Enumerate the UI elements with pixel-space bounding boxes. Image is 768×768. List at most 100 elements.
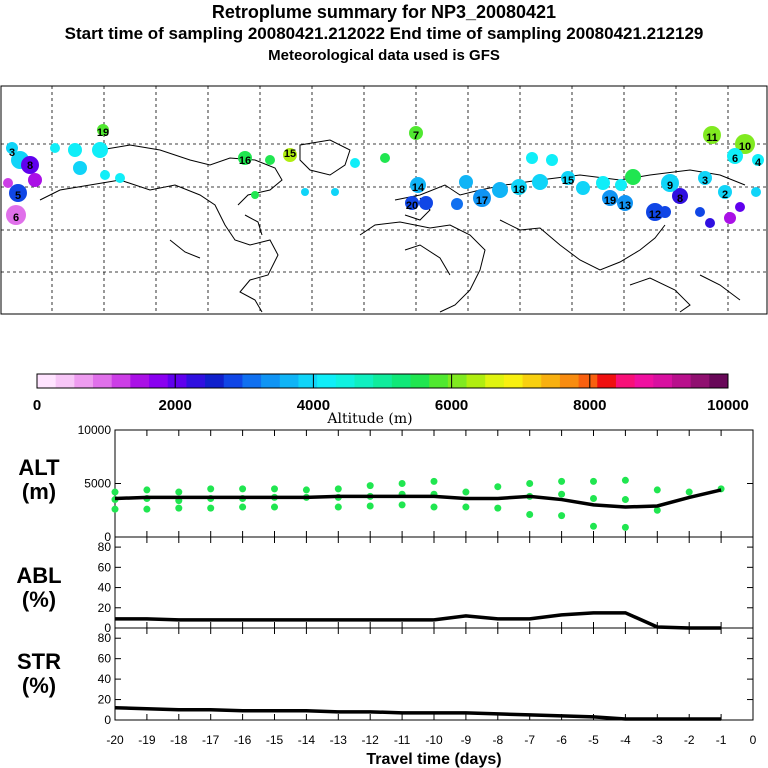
str-axis-label: STR (%)	[4, 650, 74, 698]
colorbar-axis-label: Altitude (m)	[326, 411, 412, 427]
colorbar-swatch	[279, 374, 299, 388]
altitude-sample-point	[398, 501, 406, 509]
x-tick-label: -6	[556, 733, 567, 747]
x-tick-label: -11	[394, 733, 411, 747]
colorbar-swatch	[242, 374, 262, 388]
coastline	[169, 239, 201, 259]
y-tick-label: 20	[98, 693, 112, 707]
colorbar-tick-label: 2000	[159, 397, 192, 414]
plume-marker	[405, 196, 419, 210]
plume-marker	[727, 148, 743, 164]
x-tick-label: -16	[234, 733, 252, 747]
altitude-sample-point	[558, 512, 566, 520]
panel-frame	[114, 536, 754, 629]
colorbar-swatch	[37, 374, 57, 388]
colorbar-tick-label: 6000	[435, 397, 468, 414]
map-track-label: 16	[239, 155, 251, 167]
x-tick-label: -5	[588, 733, 599, 747]
colorbar-swatch	[261, 374, 281, 388]
altitude-sample-point	[462, 503, 470, 511]
colorbar-swatch	[391, 374, 412, 388]
colorbar-swatch	[466, 374, 486, 388]
plume-marker	[459, 175, 473, 189]
x-tick-label: -20	[106, 733, 124, 747]
map-frame	[0, 85, 768, 315]
map-track-label: 4	[755, 157, 762, 169]
sampling-times: Start time of sampling 20080421.212022 E…	[64, 24, 704, 43]
plume-marker	[615, 179, 627, 191]
map-track-label: 15	[284, 148, 296, 160]
colorbar-swatch	[503, 374, 524, 388]
altitude-sample-point	[430, 503, 438, 511]
coastline	[359, 221, 486, 313]
plume-marker	[451, 198, 463, 210]
altitude-sample-point	[334, 485, 342, 493]
altitude-colorbar	[36, 373, 729, 389]
colorbar-tick-label: 4000	[297, 397, 330, 414]
map-track-label: 15	[562, 175, 574, 187]
plume-marker	[724, 212, 736, 224]
plume-marker	[718, 185, 732, 199]
colorbar-swatch	[373, 374, 393, 388]
coastline	[244, 214, 263, 236]
colorbar-swatch	[149, 374, 169, 388]
colorbar-swatch	[93, 374, 113, 388]
altitude-sample-point	[558, 477, 566, 485]
plume-marker	[301, 188, 309, 196]
colorbar-swatch	[74, 374, 94, 388]
colorbar-swatch	[485, 374, 505, 388]
x-tick-label: -2	[684, 733, 695, 747]
altitude-sample-point	[398, 480, 406, 487]
map-track-label: 11	[706, 132, 718, 144]
plume-marker	[752, 154, 764, 166]
colorbar-swatch	[223, 374, 243, 388]
plume-marker	[576, 181, 590, 195]
plume-marker	[735, 202, 745, 212]
map-track-label: 19	[97, 127, 109, 139]
colorbar-swatch	[522, 374, 542, 388]
altitude-sample-point	[558, 490, 566, 498]
coastline	[39, 179, 279, 313]
altitude-sample-point	[207, 485, 215, 493]
altitude-sample-point	[621, 476, 629, 484]
colorbar-swatch	[671, 374, 692, 388]
map-track-label: 3	[702, 175, 708, 187]
y-tick-label: 20	[98, 601, 112, 615]
map-track-label: 12	[649, 209, 661, 221]
altitude-sample-point	[143, 486, 151, 494]
panel-frame	[114, 627, 754, 721]
map-track-label: 2	[722, 189, 728, 201]
plume-marker	[100, 170, 110, 180]
map-track-label: 7	[413, 130, 419, 142]
map-track-label: 9	[667, 180, 673, 192]
colorbar-swatch	[354, 374, 374, 388]
y-tick-label: 40	[98, 672, 112, 686]
str-fraction-line	[114, 705, 722, 721]
x-tick-label: -4	[620, 733, 631, 747]
altitude-sample-point	[653, 506, 661, 514]
plume-marker	[532, 174, 548, 190]
y-tick-label: 80	[98, 540, 112, 554]
colorbar-swatch	[429, 374, 449, 388]
x-tick-label: -1	[716, 733, 727, 747]
altitude-sample-point	[590, 522, 597, 530]
colorbar-swatch	[578, 374, 598, 388]
plume-marker	[602, 190, 618, 206]
plume-marker	[703, 126, 721, 144]
panel-alt	[111, 429, 754, 538]
colorbar-swatch	[709, 374, 729, 388]
colorbar-tick-label: 0	[33, 397, 41, 414]
x-tick-label: -14	[298, 733, 316, 747]
altitude-sample-point	[271, 503, 278, 511]
median-altitude-line	[114, 488, 722, 509]
x-tick-label: -3	[652, 733, 663, 747]
colorbar-swatch	[130, 374, 150, 388]
plume-marker	[380, 153, 390, 163]
y-tick-label: 60	[98, 560, 112, 574]
coastline	[629, 277, 691, 313]
colorbar-swatch	[55, 374, 75, 388]
y-tick-label: 40	[98, 581, 112, 595]
colorbar-swatch	[167, 374, 187, 388]
altitude-sample-point	[494, 483, 502, 491]
plume-marker	[409, 126, 423, 140]
